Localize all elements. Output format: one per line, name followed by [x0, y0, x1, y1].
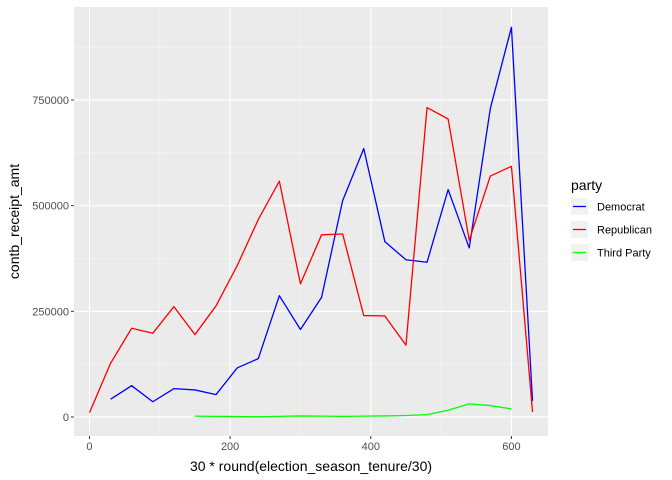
- legend-label: Third Party: [597, 248, 651, 260]
- plot-panel: [74, 7, 548, 436]
- series-line-democrat: [110, 26, 534, 403]
- x-tick-label: 0: [86, 441, 92, 453]
- series-line-republican: [88, 106, 534, 414]
- y-tick-label: 500000: [32, 201, 69, 213]
- y-tick-label: 750000: [32, 95, 69, 107]
- x-axis: 0 200 400 600: [86, 436, 521, 453]
- x-axis-title: 30 * round(election_season_tenure/30): [190, 458, 432, 474]
- x-tick-label: 600: [502, 441, 520, 453]
- x-tick-label: 200: [221, 441, 239, 453]
- legend-label: Democrat: [597, 202, 645, 214]
- y-tick-label: 250000: [32, 306, 69, 318]
- legend-label: Republican: [597, 225, 652, 237]
- legend-title: party: [571, 177, 602, 193]
- legend-items: Democrat Republican Third Party: [571, 198, 652, 261]
- y-axis: 0 250000 500000 750000: [32, 95, 74, 424]
- y-tick-label: 0: [63, 412, 69, 424]
- y-axis-title: contb_receipt_amt: [6, 164, 22, 279]
- major-grid: [74, 7, 548, 436]
- series-line-third-party: [194, 403, 512, 418]
- x-tick-label: 400: [362, 441, 380, 453]
- series-layer: [88, 26, 534, 418]
- legend: party Democrat Republican Third Party: [571, 177, 652, 261]
